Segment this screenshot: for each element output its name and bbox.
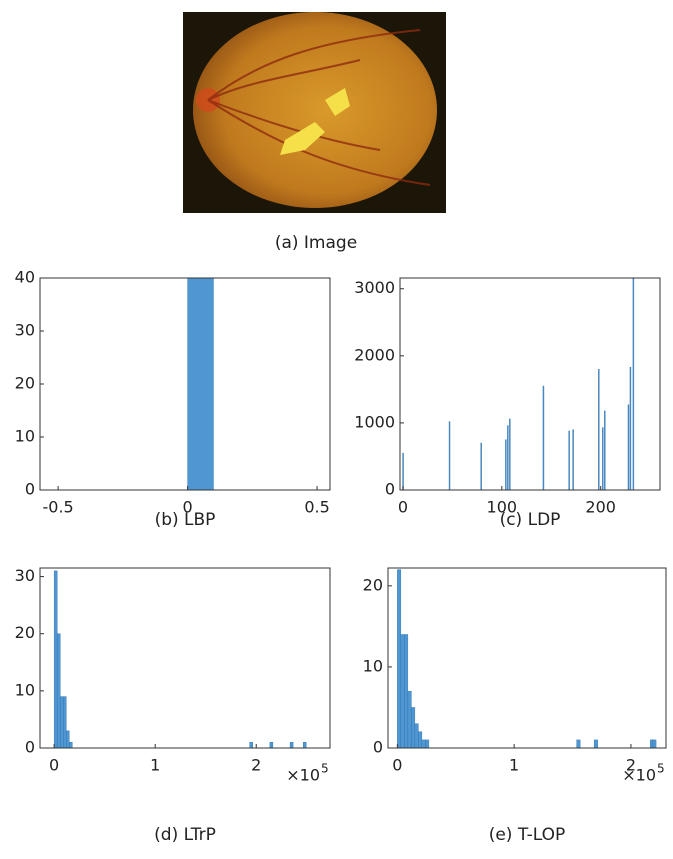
bar (542, 385, 545, 491)
axes-box (387, 567, 667, 749)
y-tick-label: 20 (363, 575, 383, 594)
x-tick-label: 100 (487, 498, 518, 517)
bar (411, 707, 416, 749)
bar (60, 696, 64, 749)
x-multiplier: ×10 (286, 766, 320, 785)
bar (289, 742, 294, 749)
bar (568, 430, 570, 491)
x-tick-label: 1 (150, 756, 160, 775)
bar (448, 421, 451, 491)
x-tick-label: 0 (392, 756, 402, 775)
x-tick-label: 2 (626, 756, 636, 775)
bar (303, 742, 307, 749)
y-tick-label: 10 (15, 680, 35, 699)
bar (63, 696, 67, 749)
x-tick-label: 1 (509, 756, 519, 775)
bar (66, 730, 70, 749)
bar (627, 404, 630, 491)
y-tick-label: 3000 (354, 278, 395, 297)
bar (425, 739, 430, 749)
y-tick-label: 0 (385, 480, 395, 499)
bar (652, 739, 657, 749)
bar (56, 633, 61, 749)
bar (507, 425, 509, 491)
x-tick-label: -0.5 (43, 498, 74, 517)
chart-caption: (e) T-LOP (489, 825, 566, 845)
y-tick-label: 20 (15, 374, 35, 393)
bar (629, 367, 632, 491)
x-tick-label: 200 (585, 498, 616, 517)
y-tick-label: 30 (15, 321, 35, 340)
bar (418, 731, 423, 749)
bar (397, 569, 402, 749)
x-multiplier: ×10 (622, 766, 656, 785)
y-tick-label: 1000 (354, 412, 395, 431)
bar (509, 418, 511, 491)
x-multiplier-exponent: 5 (657, 762, 665, 776)
x-tick-label: 0.5 (304, 498, 329, 517)
axes-box (39, 277, 331, 491)
bar (602, 427, 604, 491)
chart-caption: (c) LDP (500, 510, 561, 530)
y-tick-label: 2000 (354, 345, 395, 364)
y-tick-label: 0 (25, 738, 35, 757)
axes-box (39, 567, 331, 749)
bar (593, 739, 598, 749)
bar (632, 278, 635, 491)
bar (480, 442, 482, 491)
y-tick-label: 30 (15, 566, 35, 585)
bar (604, 410, 606, 491)
chart-caption: (d) LTrP (154, 825, 216, 845)
y-tick-label: 40 (15, 268, 35, 287)
fundus-image (183, 12, 446, 213)
y-tick-label: 0 (373, 738, 383, 757)
x-tick-label: 0 (398, 498, 408, 517)
bar (269, 742, 274, 749)
bar (572, 429, 574, 491)
image-caption: (a) Image (275, 233, 357, 253)
bar (576, 739, 581, 749)
x-multiplier-exponent: 5 (321, 762, 329, 776)
chart-caption: (b) LBP (155, 510, 216, 530)
bar (249, 742, 253, 749)
bar (407, 691, 412, 749)
bar (414, 723, 419, 749)
x-tick-label: 2 (251, 756, 261, 775)
bar (421, 739, 426, 749)
y-tick-label: 10 (363, 656, 383, 675)
x-tick-label: 0 (182, 498, 192, 517)
bar (53, 570, 58, 749)
bar (404, 634, 409, 749)
y-tick-label: 10 (15, 427, 35, 446)
bar (598, 369, 600, 491)
bar (402, 452, 404, 491)
y-tick-label: 0 (25, 480, 35, 499)
bar (505, 439, 507, 491)
bar (400, 634, 405, 749)
axes-box (399, 277, 661, 491)
bar (69, 742, 73, 749)
x-tick-label: 0 (49, 756, 59, 775)
y-tick-label: 20 (15, 623, 35, 642)
bar (187, 277, 214, 491)
